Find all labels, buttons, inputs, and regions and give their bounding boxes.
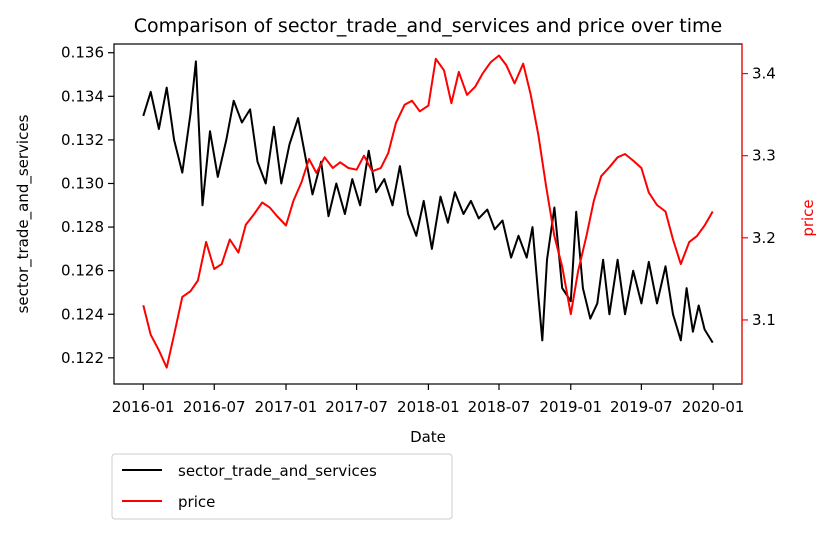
left-y-tick-label: 0.132: [61, 131, 104, 149]
right-y-axis-label: price: [799, 199, 817, 236]
x-tick-label: 2017-07: [325, 398, 388, 416]
right-y-tick-label: 3.2: [752, 229, 776, 247]
legend-label-price: price: [178, 493, 215, 511]
left-y-tick-label: 0.134: [61, 87, 104, 105]
left-y-tick-label: 0.130: [61, 174, 104, 192]
legend-box: [111, 453, 453, 520]
left-y-axis-label: sector_trade_and_services: [14, 114, 33, 313]
right-y-axis: 3.1 3.2 3.3 3.4: [742, 65, 776, 329]
x-tick-label: 2019-01: [539, 398, 602, 416]
x-tick-label: 2017-01: [255, 398, 318, 416]
right-y-tick-label: 3.4: [752, 65, 776, 83]
x-tick-label: 2016-01: [112, 398, 175, 416]
left-y-tick-label: 0.124: [61, 305, 104, 323]
series-layer: [142, 54, 714, 369]
left-y-tick-label: 0.128: [61, 218, 104, 236]
x-tick-label: 2018-07: [468, 398, 531, 416]
x-axis: 2016-01 2016-07 2017-01 2017-07 2018-01 2018-…: [112, 384, 745, 416]
x-axis-label: Date: [410, 428, 446, 446]
left-y-tick-label: 0.122: [61, 349, 104, 367]
x-tick-label: 2020-01: [682, 398, 745, 416]
right-y-tick-label: 3.3: [752, 147, 776, 165]
left-y-tick-label: 0.126: [61, 262, 104, 280]
legend: sector_trade_and_services price: [111, 453, 453, 520]
x-tick-label: 2019-07: [610, 398, 673, 416]
left-y-axis: 0.122 0.124 0.126 0.128 0.130 0.132 0.134 0.136: [61, 44, 114, 367]
series-line-sector-trade-and-services: [142, 60, 714, 344]
series-line-price: [142, 54, 714, 369]
right-y-tick-label: 3.1: [752, 311, 776, 329]
left-y-tick-label: 0.136: [61, 44, 104, 62]
x-tick-label: 2016-07: [183, 398, 246, 416]
legend-label-sector: sector_trade_and_services: [178, 462, 377, 481]
chart-title: Comparison of sector_trade_and_services …: [134, 15, 722, 37]
x-tick-label: 2018-01: [397, 398, 460, 416]
